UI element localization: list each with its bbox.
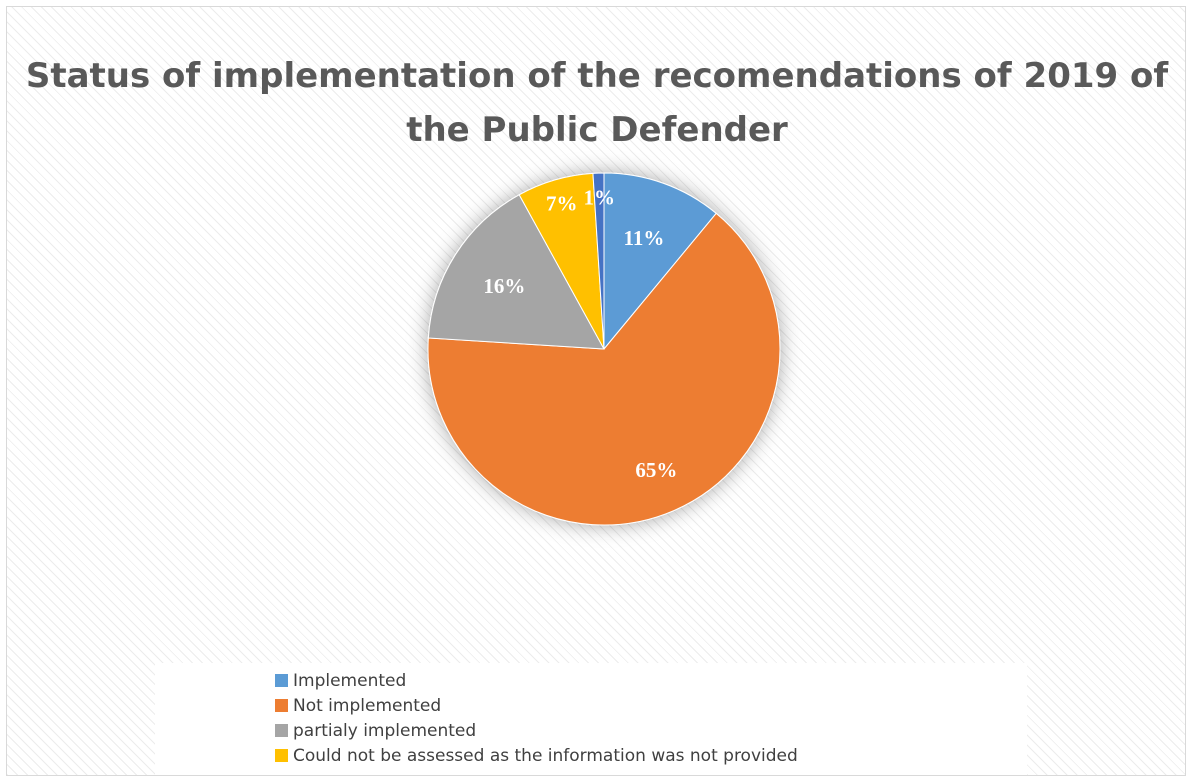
legend-swatch-2 xyxy=(275,699,288,712)
chart-area: Status of implementation of the recomend… xyxy=(6,6,1186,776)
legend-label-1: Implemented xyxy=(293,671,407,691)
pie-chart: 11% 65% 16% 7% 1% xyxy=(427,172,781,526)
legend-item-2: Not implemented xyxy=(275,694,441,718)
pie-slice-1 xyxy=(603,172,717,351)
pie-slice-5 xyxy=(592,172,605,350)
data-label-1: 11% xyxy=(624,226,665,250)
legend-item-3: partialy implemented xyxy=(275,719,476,743)
data-label-5: 1% xyxy=(583,186,615,210)
legend-label-2: Not implemented xyxy=(293,696,442,716)
legend-item-1: Implemented xyxy=(275,669,406,693)
data-label-2: 65% xyxy=(635,458,677,482)
data-label-3: 16% xyxy=(483,274,525,298)
legend-swatch-4 xyxy=(275,749,288,762)
pie-slice-3 xyxy=(427,194,605,350)
chart-title: Status of implementation of the recomend… xyxy=(25,56,1169,151)
pie-slice-2 xyxy=(427,212,781,526)
legend-swatch-1 xyxy=(275,674,288,687)
data-label-4: 7% xyxy=(546,192,578,216)
legend: Implemented Not implemented partialy imple… xyxy=(155,663,1027,775)
legend-label-4: Could not be assessed as the information… xyxy=(293,746,798,766)
legend-label-3: partialy implemented xyxy=(293,721,477,741)
legend-swatch-3 xyxy=(275,724,288,737)
legend-item-4: Could not be assessed as the information… xyxy=(275,744,798,768)
